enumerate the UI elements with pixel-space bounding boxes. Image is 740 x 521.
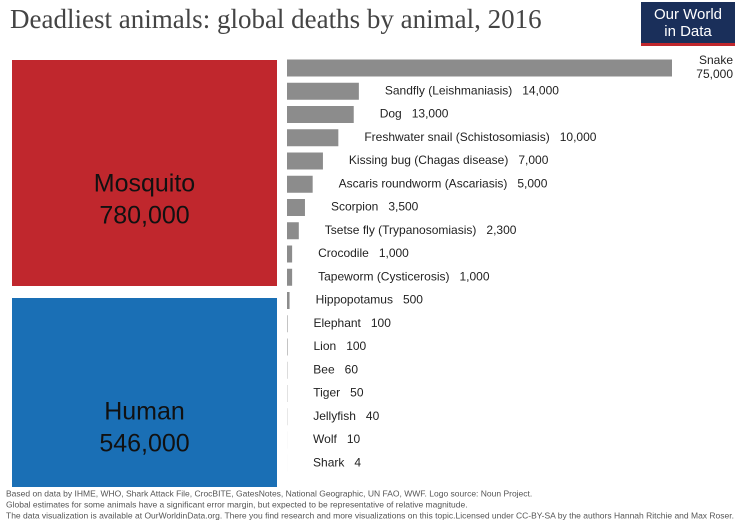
category-label: Tapeworm (Cysticerosis) <box>318 269 449 283</box>
category-label: Crocodile <box>318 246 369 260</box>
value-label: 500 <box>403 293 423 307</box>
value-label: 75,000 <box>696 67 733 81</box>
bar <box>287 245 293 263</box>
highlight-value: 546,000 <box>99 430 189 458</box>
highlight-name: Mosquito <box>94 170 195 198</box>
value-label: 13,000 <box>412 107 449 121</box>
value-label: 10 <box>347 432 361 446</box>
bar <box>287 199 305 216</box>
bar <box>287 175 313 193</box>
bar <box>287 106 354 123</box>
bar <box>287 292 290 309</box>
value-label: 3,500 <box>388 200 418 214</box>
highlight-box <box>12 60 277 286</box>
bar <box>287 315 288 333</box>
value-label: 14,000 <box>522 83 559 97</box>
category-label: Scorpion <box>331 200 378 214</box>
value-label: 7,000 <box>518 153 548 167</box>
footnote: Global estimates for some animals have a… <box>6 499 468 509</box>
chart-title: Deadliest animals: global deaths by anim… <box>10 4 542 34</box>
value-label: 4 <box>354 455 361 469</box>
category-label: Kissing bug (Chagas disease) <box>349 153 508 167</box>
category-label: Elephant <box>314 316 362 330</box>
category-label: Wolf <box>313 432 337 446</box>
value-label: 5,000 <box>517 176 547 190</box>
value-label: 1,000 <box>379 246 409 260</box>
category-label: Snake <box>699 53 733 67</box>
logo-box <box>641 2 735 46</box>
bar <box>287 152 323 170</box>
category-label: Bee <box>313 362 335 376</box>
category-label: Freshwater snail (Schistosomiasis) <box>364 130 549 144</box>
category-label: Sandfly (Leishmaniasis) <box>385 83 512 97</box>
value-label: 40 <box>366 409 380 423</box>
value-label: 100 <box>371 316 391 330</box>
bar <box>287 82 359 100</box>
highlight-name: Human <box>104 398 185 426</box>
category-label: Shark <box>313 455 345 469</box>
highlight-box <box>12 298 277 487</box>
category-label: Jellyfish <box>313 409 356 423</box>
value-label: 50 <box>350 386 364 400</box>
value-label: 10,000 <box>560 130 597 144</box>
logo-text: Our World <box>654 6 722 23</box>
bar <box>287 129 339 147</box>
bar <box>287 222 299 240</box>
bar <box>287 59 672 77</box>
bar <box>287 268 293 286</box>
license: Licensed under CC-BY-SA by the authors H… <box>456 510 734 520</box>
bar <box>287 338 288 356</box>
logo-stripe <box>641 43 735 46</box>
category-label: Lion <box>314 339 337 353</box>
category-label: Tiger <box>313 386 340 400</box>
value-label: 60 <box>345 362 359 376</box>
value-label: 100 <box>346 339 366 353</box>
category-label: Ascaris roundworm (Ascariasis) <box>339 176 508 190</box>
value-label: 1,000 <box>459 269 489 283</box>
category-label: Tsetse fly (Trypanosomiasis) <box>325 223 477 237</box>
category-label: Dog <box>380 107 402 121</box>
value-label: 2,300 <box>486 223 516 237</box>
footnote: The data visualization is available at O… <box>6 510 455 520</box>
logo-text: in Data <box>664 23 712 40</box>
category-label: Hippopotamus <box>316 293 393 307</box>
footnote: Based on data by IHME, WHO, Shark Attack… <box>6 488 532 498</box>
highlight-value: 780,000 <box>99 202 189 230</box>
